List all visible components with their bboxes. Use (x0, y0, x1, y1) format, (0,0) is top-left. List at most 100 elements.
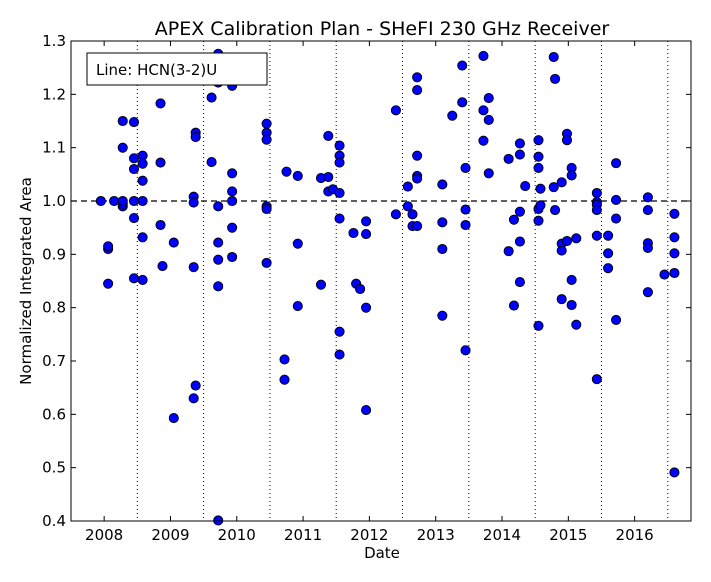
data-point (155, 98, 166, 109)
data-point (213, 201, 224, 212)
data-point (659, 269, 670, 280)
data-point (281, 166, 292, 177)
data-point (412, 150, 423, 161)
data-point (460, 204, 471, 215)
data-point (190, 131, 201, 143)
data-point (213, 254, 224, 265)
data-point (533, 151, 544, 162)
data-point (483, 168, 494, 179)
data-point (533, 215, 544, 226)
data-point (437, 217, 448, 228)
x-tick-label: 2008 (85, 526, 123, 544)
data-point (227, 168, 238, 179)
data-point (261, 134, 272, 145)
data-point (437, 179, 448, 190)
data-point (292, 301, 303, 312)
data-point (669, 267, 680, 279)
data-point (591, 187, 602, 199)
data-point (334, 349, 345, 360)
data-point (103, 241, 114, 252)
data-point (117, 115, 128, 127)
data-point (548, 51, 559, 63)
data-point (478, 50, 489, 61)
data-point (190, 380, 201, 391)
data-point (279, 354, 290, 365)
data-point (128, 153, 140, 164)
data-point (412, 85, 423, 96)
data-point (591, 230, 602, 241)
data-point (561, 135, 573, 146)
data-point (642, 242, 653, 253)
data-point (478, 105, 489, 116)
x-tick-label: 2012 (350, 526, 388, 544)
y-tick-label: 0.7 (42, 352, 66, 370)
data-point (412, 72, 423, 83)
data-point (155, 219, 166, 231)
data-point (128, 195, 140, 207)
x-tick-label: 2009 (151, 526, 189, 544)
data-point (334, 213, 345, 224)
data-point (412, 173, 423, 184)
data-point (334, 157, 345, 168)
data-point (279, 374, 290, 385)
data-point (292, 170, 303, 181)
x-tick-label: 2011 (284, 526, 322, 544)
data-point (188, 262, 199, 273)
data-point (155, 157, 166, 168)
y-axis-label: Normalized Integrated Area (17, 177, 35, 385)
data-point (603, 263, 614, 274)
data-point (571, 319, 582, 330)
data-point (483, 93, 494, 104)
y-tick-label: 0.6 (42, 405, 66, 423)
data-point (227, 251, 238, 263)
data-point (669, 208, 680, 219)
data-point (137, 274, 148, 285)
data-point (520, 181, 531, 192)
data-point (103, 278, 114, 289)
data-point (561, 235, 573, 247)
data-point (447, 110, 458, 121)
plot-frame (70, 40, 692, 522)
data-point (437, 243, 448, 255)
data-point (361, 229, 372, 240)
data-point (188, 393, 199, 404)
x-tick-label: 2014 (483, 526, 521, 544)
data-point (206, 92, 217, 103)
data-point (460, 162, 471, 173)
data-point (390, 105, 401, 116)
data-point (503, 153, 514, 164)
data-point (550, 73, 561, 84)
x-axis-label: Date (364, 544, 400, 562)
y-tick-label: 0.9 (42, 245, 66, 263)
data-point (95, 195, 106, 207)
y-tick-label: 1.0 (42, 192, 66, 210)
data-point (315, 279, 327, 290)
data-point (168, 237, 179, 248)
legend-box (86, 52, 268, 86)
data-point (457, 97, 468, 108)
data-point (227, 195, 238, 207)
data-point (348, 227, 359, 239)
data-point (611, 314, 622, 325)
data-point (556, 177, 567, 188)
data-point (603, 230, 614, 241)
data-point (437, 310, 448, 321)
data-point (603, 248, 614, 259)
data-point (412, 221, 423, 232)
x-tick-label: 2016 (616, 526, 654, 544)
data-point (128, 117, 140, 128)
data-point (361, 405, 372, 416)
x-axis-ticks: 2008 2009 2010 2011 2012 2013 2014 2015 2016 (85, 41, 654, 544)
data-point (402, 201, 413, 212)
data-point (503, 246, 514, 257)
data-point (137, 195, 148, 207)
data-point (213, 237, 224, 248)
data-point (402, 181, 413, 192)
data-point (483, 114, 494, 125)
data-point (227, 186, 238, 197)
data-point (533, 135, 544, 146)
data-point (566, 274, 577, 285)
data-point (535, 183, 546, 194)
data-point (157, 261, 168, 272)
